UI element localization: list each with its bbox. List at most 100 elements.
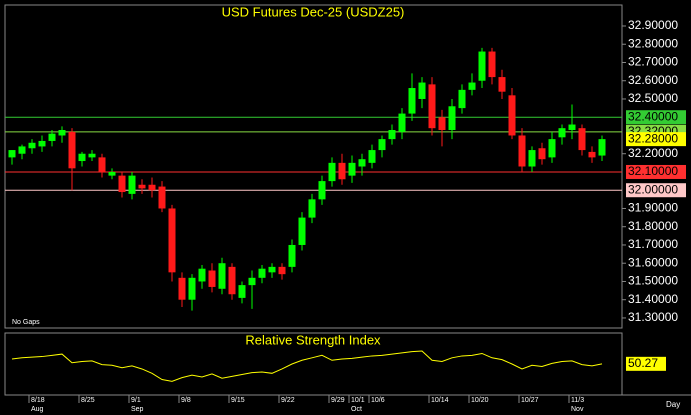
candle-body — [208, 270, 216, 287]
candle-body — [428, 84, 436, 129]
candle-body — [78, 153, 86, 162]
price-panel — [4, 4, 623, 329]
level-label-bg — [626, 110, 686, 125]
candle-body — [98, 157, 106, 172]
period: Day — [666, 400, 680, 409]
y-tick-label: 32.60000 — [628, 73, 678, 87]
level-label: 32.00000 — [628, 182, 678, 196]
candle-body — [298, 217, 306, 245]
level-label: 32.40000 — [628, 109, 678, 123]
candle-body — [288, 244, 296, 267]
x-tick-label: 10/1 — [351, 397, 365, 404]
candle-body — [598, 139, 606, 156]
candle-body — [518, 135, 526, 167]
y-tick-label: 32.90000 — [628, 18, 678, 32]
month-label: Oct — [351, 406, 362, 413]
candle-body — [38, 140, 46, 147]
candle-body — [588, 151, 596, 158]
candle-body — [58, 130, 66, 136]
candle-body — [168, 208, 176, 273]
level-label-bg — [626, 132, 686, 147]
candle-body — [388, 130, 396, 140]
candle-body — [368, 150, 376, 163]
candle-body — [108, 171, 116, 176]
candle-body — [188, 277, 196, 300]
candle-body — [558, 128, 566, 138]
y-tick-label: 31.90000 — [628, 201, 678, 215]
level-label-bg — [626, 183, 686, 198]
candle-body — [308, 199, 316, 218]
rsi-title: Relative Strength Index — [245, 332, 381, 347]
note: No Gaps — [12, 319, 40, 326]
candle-body — [138, 184, 146, 189]
x-tick-label: 10/27 — [521, 397, 539, 404]
level-label-bg — [626, 164, 686, 179]
rsi-value-bg — [626, 356, 666, 371]
candle-body — [258, 268, 266, 278]
x-tick-label: 9/8 — [181, 397, 191, 404]
level-label: 32.10000 — [628, 164, 678, 178]
candle-body — [578, 128, 586, 151]
candle-body — [128, 175, 136, 194]
candle-body — [68, 131, 76, 169]
candle-body — [538, 148, 546, 160]
y-tick-label: 31.60000 — [628, 255, 678, 269]
candle-body — [48, 133, 56, 141]
y-tick-label: 32.20000 — [628, 146, 678, 160]
candle-body — [508, 95, 516, 136]
candle-body — [8, 150, 16, 158]
candle-body — [328, 162, 336, 182]
x-tick-label: 8/18 — [31, 397, 45, 404]
x-tick-label: 10/14 — [431, 397, 449, 404]
candle-body — [548, 139, 556, 158]
candle-body — [418, 82, 426, 99]
candle-body — [408, 88, 416, 114]
candle-body — [178, 277, 186, 300]
candle-body — [568, 124, 576, 131]
candle-body — [318, 181, 326, 200]
candle-body — [28, 142, 36, 149]
candle-body — [488, 51, 496, 78]
candle-body — [438, 117, 446, 131]
chart-title: USD Futures Dec-25 (USDZ25) — [222, 4, 405, 19]
month-label: Nov — [571, 406, 584, 413]
candle-body — [338, 162, 346, 180]
candle-body — [148, 184, 156, 191]
x-tick-label: 10/20 — [471, 397, 489, 404]
candle-body — [118, 175, 126, 193]
candle-body — [498, 77, 506, 92]
candle-body — [398, 113, 406, 132]
candle-body — [278, 266, 286, 275]
candle-body — [478, 51, 486, 81]
x-tick-label: 9/29 — [331, 397, 345, 404]
y-tick-label: 31.80000 — [628, 219, 678, 233]
candle-body — [378, 139, 386, 151]
y-tick-label: 31.70000 — [628, 237, 678, 251]
month-label: Aug — [31, 406, 44, 413]
y-tick-label: 31.30000 — [628, 310, 678, 324]
candle-body — [528, 150, 536, 167]
x-tick-label: 9/15 — [231, 397, 245, 404]
y-tick-label: 32.80000 — [628, 36, 678, 50]
y-tick-label: 32.50000 — [628, 91, 678, 105]
y-tick-label: 31.50000 — [628, 274, 678, 288]
candle-body — [268, 266, 276, 273]
candle-body — [158, 186, 166, 209]
candle-body — [348, 162, 356, 176]
candle-body — [468, 82, 476, 90]
level-label: 32.28000 — [628, 131, 678, 145]
candle-body — [448, 106, 456, 131]
y-tick-label: 32.70000 — [628, 55, 678, 69]
candle-body — [248, 277, 256, 286]
candle-body — [218, 263, 226, 289]
rsi-value-label: 50.27 — [628, 356, 658, 370]
candle-body — [228, 266, 236, 295]
candle-body — [458, 89, 466, 109]
rsi-line — [11, 350, 603, 382]
x-tick-label: 8/25 — [81, 397, 95, 404]
candle-body — [198, 268, 206, 282]
candle-body — [18, 146, 26, 154]
y-tick-label: 31.40000 — [628, 292, 678, 306]
